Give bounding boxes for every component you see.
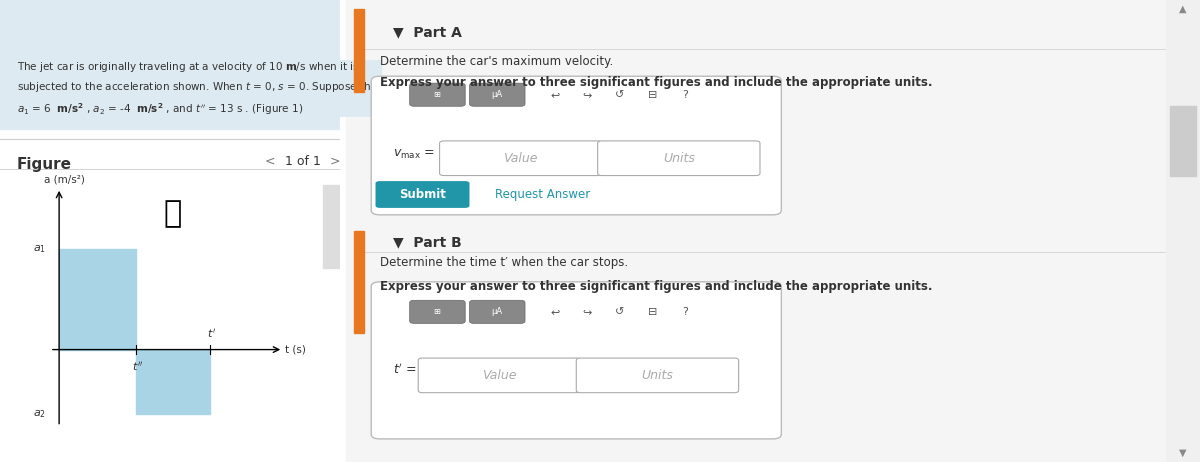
Bar [1166,0,1200,462]
Text: t (s): t (s) [284,345,306,354]
FancyBboxPatch shape [409,300,466,323]
Text: ▲: ▲ [1180,4,1187,14]
Text: <: < [265,155,280,168]
Text: $t''$: $t''$ [132,360,144,373]
Text: Express your answer to three significant figures and include the appropriate uni: Express your answer to three significant… [379,76,932,89]
Text: $a_1$: $a_1$ [34,243,47,255]
Text: ⊞: ⊞ [433,90,440,99]
Text: Figure: Figure [17,157,72,172]
Bar [354,9,365,92]
Text: Value: Value [482,369,517,382]
Text: $a_2$: $a_2$ [34,408,47,420]
Text: Request Answer: Request Answer [496,188,590,201]
Text: ↺: ↺ [616,307,624,317]
Text: ↺: ↺ [616,90,624,100]
Text: Express your answer to three significant figures and include the appropriate uni: Express your answer to three significant… [379,280,932,292]
FancyBboxPatch shape [469,300,526,323]
Text: $t'$: $t'$ [206,328,216,340]
Text: 1 of 1: 1 of 1 [286,155,322,168]
Bar [1170,106,1195,176]
Text: ⊟: ⊟ [648,307,658,317]
Text: The jet car is originally traveling at a velocity of 10 $\mathbf{m}$/s when it i: The jet car is originally traveling at a… [17,60,383,117]
Text: ⊞: ⊞ [433,307,440,316]
Bar [354,231,365,333]
Bar [59,249,137,350]
Text: μA: μA [491,90,503,99]
Text: Submit: Submit [400,188,446,201]
Text: ⊟: ⊟ [648,90,658,100]
FancyBboxPatch shape [371,76,781,215]
Text: ▼  Part A: ▼ Part A [392,25,462,39]
FancyBboxPatch shape [409,83,466,106]
Text: Units: Units [662,152,695,164]
FancyBboxPatch shape [469,83,526,106]
Text: ↪: ↪ [583,307,592,317]
Text: ▼: ▼ [1180,448,1187,458]
Text: ↩: ↩ [551,90,559,100]
Text: ↩: ↩ [551,307,559,317]
Text: Units: Units [642,369,673,382]
Bar [137,350,210,414]
Text: a (m/s²): a (m/s²) [44,175,85,185]
Text: ▼  Part B: ▼ Part B [392,236,461,249]
Text: Value: Value [504,152,538,164]
FancyBboxPatch shape [371,282,781,439]
FancyBboxPatch shape [598,141,760,176]
Text: $v_{\max}$ =: $v_{\max}$ = [392,148,434,161]
Text: Determine the time t′ when the car stops.: Determine the time t′ when the car stops… [379,256,628,269]
Text: ?: ? [682,90,688,100]
Bar [323,185,340,268]
Bar [0,0,340,129]
Text: 🚗: 🚗 [164,200,182,229]
FancyBboxPatch shape [419,358,581,393]
Text: μA: μA [491,307,503,316]
Text: Determine the car's maximum velocity.: Determine the car's maximum velocity. [379,55,613,68]
Text: >: > [330,155,340,168]
Text: ?: ? [682,307,688,317]
FancyBboxPatch shape [376,181,469,208]
Text: ↪: ↪ [583,90,592,100]
FancyBboxPatch shape [576,358,739,393]
FancyBboxPatch shape [439,141,602,176]
Text: $t'$ =: $t'$ = [392,362,416,377]
